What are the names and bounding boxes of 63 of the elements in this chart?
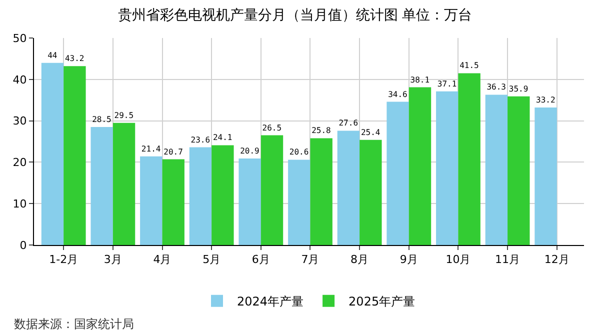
bar <box>41 62 64 245</box>
x-tick-label: 11月 <box>495 253 520 266</box>
bar <box>212 145 234 245</box>
x-tick-label: 5月 <box>202 253 221 266</box>
data-label: 36.3 <box>486 82 506 92</box>
x-tick-label: 6月 <box>252 253 270 266</box>
bar <box>458 73 480 245</box>
data-label: 37.1 <box>437 79 457 88</box>
x-tick-label: 3月 <box>104 253 122 266</box>
bar <box>360 140 382 245</box>
y-tick-label: 10 <box>12 197 27 210</box>
bar <box>189 147 212 245</box>
y-tick-label: 0 <box>20 238 27 252</box>
x-tick-label: 8月 <box>350 253 369 266</box>
bar <box>386 102 409 245</box>
y-tick-label: 20 <box>12 156 27 170</box>
x-tick-label: 10月 <box>446 253 471 266</box>
data-label: 33.2 <box>536 96 556 105</box>
x-tick-label: 4月 <box>153 253 172 266</box>
bar <box>288 160 310 245</box>
data-label: 43.2 <box>64 54 84 64</box>
data-label: 24.1 <box>212 133 232 142</box>
bar <box>112 122 136 245</box>
bar <box>140 156 162 245</box>
bar <box>485 94 508 245</box>
y-tick-label: 30 <box>12 114 27 128</box>
y-tick-label: 50 <box>12 32 27 45</box>
bar <box>534 108 557 245</box>
data-label: 20.9 <box>240 146 260 156</box>
bar <box>64 66 86 245</box>
data-label: 23.6 <box>190 135 210 144</box>
data-label: 34.6 <box>388 90 408 99</box>
bar <box>508 96 530 245</box>
data-label: 28.5 <box>92 115 112 124</box>
source-note: 数据来源：国家统计局 <box>14 317 134 330</box>
data-label: 20.6 <box>289 148 309 157</box>
bar <box>90 127 113 245</box>
y-tick-label: 40 <box>12 73 27 86</box>
legend-label: 2025年产量 <box>348 294 416 309</box>
data-label: 26.5 <box>262 123 282 132</box>
data-label: 38.1 <box>410 75 430 84</box>
data-label: 27.6 <box>338 118 358 128</box>
data-label: 25.4 <box>360 128 380 137</box>
data-label: 44 <box>48 50 58 60</box>
chart-title: 贵州省彩色电视机产量分月（当月值）统计图 单位：万台 <box>118 8 472 24</box>
x-tick-label: 7月 <box>301 253 320 266</box>
bar <box>162 159 184 245</box>
legend-label: 2024年产量 <box>237 294 304 309</box>
data-label: 20.7 <box>164 147 184 156</box>
x-tick-label: 12月 <box>544 253 570 266</box>
bar <box>337 130 360 245</box>
data-label: 21.4 <box>141 144 161 154</box>
data-label: 41.5 <box>460 61 480 70</box>
bar <box>310 138 332 245</box>
bar <box>238 158 261 245</box>
x-tick-label: 1-2月 <box>49 253 78 266</box>
bar <box>408 87 432 245</box>
data-label: 35.9 <box>508 84 528 94</box>
bar <box>436 91 458 245</box>
data-label: 29.5 <box>114 110 134 120</box>
x-tick-label: 9月 <box>400 253 418 266</box>
bar <box>260 135 284 245</box>
data-label: 25.8 <box>312 126 332 136</box>
